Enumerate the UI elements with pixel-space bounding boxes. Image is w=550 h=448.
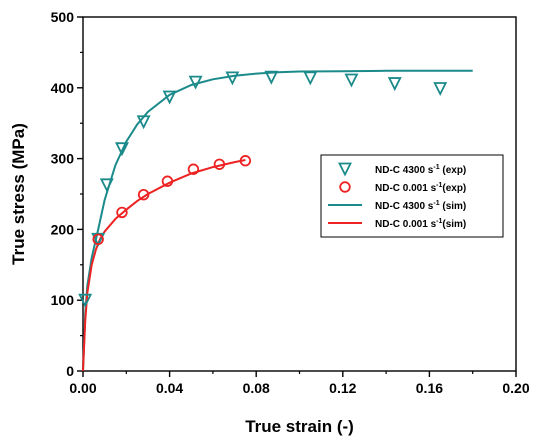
data-point-0 xyxy=(344,73,359,88)
data-point-0 xyxy=(136,115,151,130)
data-point-1 xyxy=(213,158,226,170)
x-axis-title: True strain (-) xyxy=(245,417,354,436)
sim-line-3 xyxy=(82,159,246,372)
data-point-1 xyxy=(239,155,252,167)
legend-symbol-0 xyxy=(338,162,352,177)
y-tick-label: 300 xyxy=(51,151,75,167)
data-point-0 xyxy=(162,90,177,105)
data-point-0 xyxy=(99,178,114,193)
data-point-1 xyxy=(137,189,150,201)
simulation-lines xyxy=(82,69,473,372)
data-point-0 xyxy=(303,71,318,86)
y-tick-label: 0 xyxy=(66,363,74,379)
data-point-0 xyxy=(115,142,129,157)
data-point-1 xyxy=(161,175,174,187)
legend: ND-C 4300 s-1 (exp) ND-C 0.001 s-1(exp) ND… xyxy=(320,154,504,238)
data-point-0 xyxy=(433,82,448,97)
x-tick-label: 0.00 xyxy=(69,380,96,396)
legend-label-0: ND-C 4300 s-1 (exp) xyxy=(375,164,466,176)
data-point-1 xyxy=(187,163,200,175)
y-tick-label: 100 xyxy=(51,292,75,308)
legend-label-1: ND-C 0.001 s-1(exp) xyxy=(375,182,466,194)
sim-line-2 xyxy=(82,69,473,372)
data-point-0 xyxy=(264,70,279,85)
y-axis-title: True stress (MPa) xyxy=(9,123,28,265)
plot-area: 0.00 0.04 0.08 0.12 0.16 0.20 0 100 200 300 400 50… xyxy=(51,9,530,396)
legend-label-3: ND-C 0.001 s-1(sim) xyxy=(375,218,466,230)
y-tick-label: 200 xyxy=(51,221,75,237)
x-axis-ticks: 0.00 0.04 0.08 0.12 0.16 0.20 xyxy=(69,371,530,396)
x-tick-label: 0.12 xyxy=(329,380,356,396)
experimental-markers xyxy=(78,70,448,308)
x-tick-label: 0.08 xyxy=(243,380,270,396)
data-point-0 xyxy=(225,71,240,86)
legend-symbol-1 xyxy=(339,181,351,193)
x-tick-label: 0.20 xyxy=(502,380,529,396)
data-point-0 xyxy=(78,293,93,308)
data-point-0 xyxy=(387,77,402,92)
data-point-0 xyxy=(188,75,203,90)
legend-label-2: ND-C 4300 s-1 (sim) xyxy=(375,200,466,212)
x-tick-label: 0.04 xyxy=(156,380,183,396)
y-tick-label: 500 xyxy=(51,9,75,25)
y-axis-ticks: 0 100 200 300 400 500 xyxy=(51,9,83,379)
y-tick-label: 400 xyxy=(51,80,75,96)
data-point-1 xyxy=(116,206,128,219)
x-tick-label: 0.16 xyxy=(416,380,443,396)
data-point-1 xyxy=(92,233,104,246)
